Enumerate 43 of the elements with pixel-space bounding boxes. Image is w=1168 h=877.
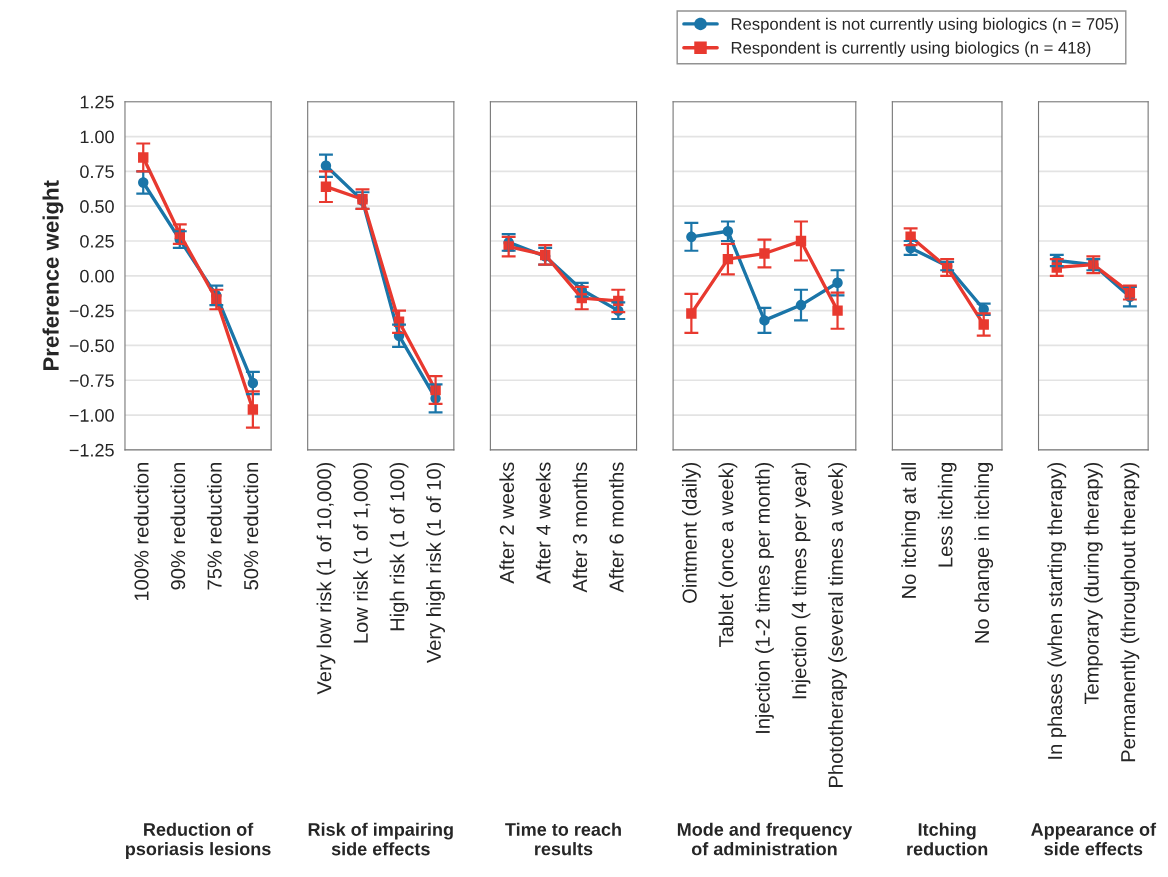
x-tick-label: After 3 months	[572, 462, 588, 593]
y-tick-label: −1.25	[69, 443, 114, 457]
y-tick-label: −0.50	[69, 339, 114, 353]
legend-label: Respondent is not currently using biologics (n = 705)	[731, 17, 1119, 34]
x-axis-title: Reduction of psoriasis lesions	[126, 822, 271, 859]
y-tick-label: 1.25	[80, 95, 114, 109]
x-axis-title: Itching reduction	[907, 822, 988, 856]
y-tick-label: −0.25	[69, 304, 114, 318]
x-tick-label: 50% reduction	[243, 463, 259, 590]
y-tick-label: 1.00	[80, 130, 114, 144]
y-tick-label: 0.00	[80, 269, 114, 283]
x-tick-label: No itching at all	[901, 463, 921, 598]
x-axis-title: Time to reach results	[505, 822, 621, 856]
y-tick-label: 0.50	[80, 200, 114, 213]
x-tick-label: Low risk (1 of 1,000)	[353, 462, 372, 643]
x-axis-title: Risk of impairing side effects	[308, 822, 453, 856]
x-tick-label: In phases (when starting therapy)	[1047, 462, 1067, 759]
x-axis-title: Appearance of side effects	[1031, 822, 1157, 856]
y-tick-label: 0.25	[80, 234, 114, 248]
x-tick-label: 75% reduction	[206, 463, 222, 590]
x-tick-label: Tablet (once a week)	[718, 462, 738, 648]
legend-label: Respondent is currently using biologics (n = 418)	[731, 41, 1091, 58]
x-tick-label: After 2 weeks	[499, 462, 515, 584]
x-tick-label: Very low risk (1 of 10,000)	[316, 462, 336, 695]
x-tick-label: High risk (1 of 100)	[389, 462, 409, 631]
x-tick-label: After 4 weeks	[535, 462, 551, 584]
y-axis-title: Preference weight	[42, 180, 64, 371]
x-tick-label: Permanently (throughout therapy)	[1120, 462, 1140, 762]
x-tick-label: Less itching	[937, 463, 957, 567]
x-tick-label: Injection (1-2 times per month)	[755, 462, 774, 733]
x-tick-label: After 6 months	[608, 462, 624, 593]
y-tick-label: 0.75	[80, 165, 114, 179]
x-tick-label: 100% reduction	[133, 463, 149, 601]
x-tick-label: No change in itching	[974, 462, 994, 643]
x-axis-title: Mode and frequency of administration	[677, 822, 853, 856]
y-tick-label: −1.00	[69, 409, 114, 422]
x-tick-label: Phototherapy (several times a week)	[828, 462, 847, 787]
x-tick-label: Temporary (during therapy)	[1083, 462, 1103, 705]
x-tick-label: 90% reduction	[170, 463, 186, 590]
y-tick-label: −0.75	[69, 374, 114, 387]
x-tick-label: Injection (4 times per year)	[791, 462, 811, 699]
x-tick-label: Very high risk (1 of 10)	[426, 462, 445, 664]
x-tick-label: Ointment (daily)	[681, 462, 701, 603]
